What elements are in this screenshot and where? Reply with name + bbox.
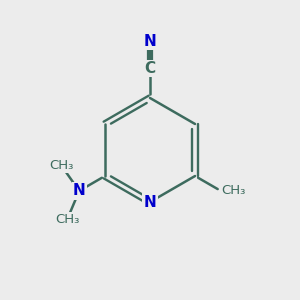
Text: N: N (73, 183, 85, 198)
Text: CH₃: CH₃ (49, 159, 74, 172)
Text: N: N (144, 34, 156, 49)
Text: CH₃: CH₃ (221, 184, 245, 197)
Text: N: N (144, 194, 156, 209)
Text: CH₃: CH₃ (55, 213, 80, 226)
Text: C: C (144, 61, 156, 76)
